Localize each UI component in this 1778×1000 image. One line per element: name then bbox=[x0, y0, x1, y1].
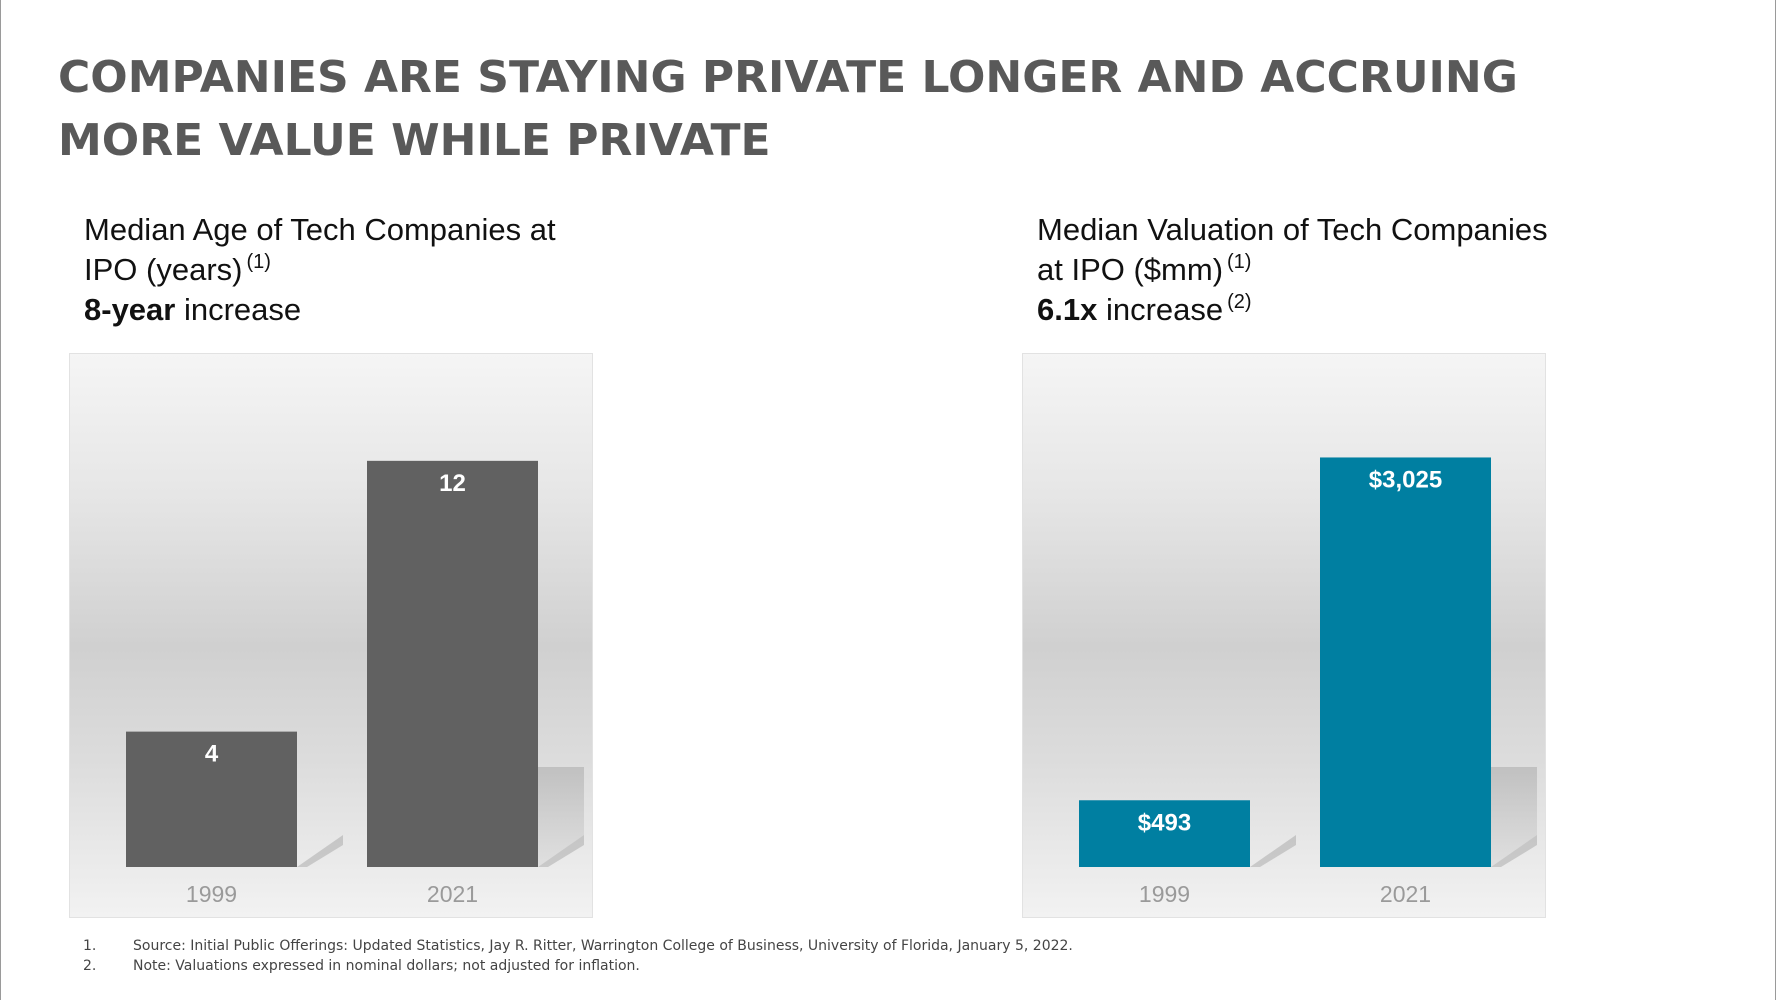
footnote-1-text: Source: Initial Public Offerings: Update… bbox=[133, 938, 1073, 954]
chart-panel-age: 4 1999 12 2021 bbox=[69, 353, 593, 918]
footnote-ref-1: (1) bbox=[1227, 251, 1252, 273]
bar-floor-shadow-2021 bbox=[538, 835, 584, 867]
footnote-2-number: 2. bbox=[83, 958, 97, 974]
chart-title-age-line-1: Median Age of Tech Companies at bbox=[84, 212, 556, 247]
bar-age-1999 bbox=[126, 731, 297, 867]
chart-title-age-line-2: IPO (years) (1) bbox=[84, 250, 644, 290]
chart-title-valuation-line-1: Median Valuation of Tech Companies bbox=[1037, 212, 1548, 247]
bar-floor-shadow-1999 bbox=[297, 835, 343, 867]
chart-highlight-age-suffix: increase bbox=[175, 292, 302, 327]
x-tick-label-valuation-1999: 1999 bbox=[1139, 881, 1190, 907]
footnote-2-text: Note: Valuations expressed in nominal do… bbox=[133, 958, 640, 974]
bar-valuation-2021 bbox=[1320, 457, 1491, 867]
chart-title-valuation: Median Valuation of Tech Companies at IP… bbox=[1037, 210, 1597, 330]
x-tick-label-age-1999: 1999 bbox=[186, 881, 237, 907]
bar-floor-shadow-1999 bbox=[1250, 835, 1296, 867]
chart-title-age-line-2-text: IPO (years) bbox=[84, 252, 243, 287]
chart-title-valuation-line-2: at IPO ($mm) (1) bbox=[1037, 250, 1597, 290]
footnote-ref-1: (1) bbox=[246, 251, 271, 273]
data-label-age-1999: 4 bbox=[205, 741, 219, 768]
chart-title-age: Median Age of Tech Companies at IPO (yea… bbox=[84, 210, 644, 330]
chart-highlight-age-value: 8-year bbox=[84, 292, 176, 327]
data-label-valuation-1999: $493 bbox=[1138, 809, 1191, 836]
x-tick-label-age-2021: 2021 bbox=[427, 881, 478, 907]
page-title-line-1: COMPANIES ARE STAYING PRIVATE LONGER AND… bbox=[58, 52, 1518, 103]
chart-highlight-valuation-value: 6.1x bbox=[1037, 292, 1098, 327]
bar-age-2021 bbox=[367, 460, 538, 867]
bar-shadow-2021 bbox=[538, 767, 584, 867]
footnote-ref-2: (2) bbox=[1227, 291, 1252, 313]
data-label-valuation-2021: $3,025 bbox=[1369, 466, 1442, 493]
bar-shadow-2021 bbox=[1491, 767, 1537, 867]
bar-valuation-1999 bbox=[1079, 800, 1250, 867]
page-title-line-2: MORE VALUE WHILE PRIVATE bbox=[58, 115, 771, 166]
chart-title-valuation-line-2-text: at IPO ($mm) bbox=[1037, 252, 1224, 287]
footnote-1-number: 1. bbox=[83, 938, 97, 954]
chart-highlight-valuation: 6.1x increase (2) bbox=[1037, 290, 1597, 330]
bar-chart-age: 4 1999 12 2021 bbox=[126, 460, 584, 907]
chart-highlight-age: 8-year increase bbox=[84, 290, 644, 330]
page-title: COMPANIES ARE STAYING PRIVATE LONGER AND… bbox=[58, 46, 1558, 172]
footnote-2: 2. Note: Valuations expressed in nominal … bbox=[83, 956, 1483, 976]
footnotes: 1. Source: Initial Public Offerings: Upda… bbox=[83, 936, 1483, 976]
data-label-age-2021: 12 bbox=[439, 470, 466, 497]
chart-panel-valuation: $493 1999 $3,025 2021 bbox=[1022, 353, 1546, 918]
bar-chart-valuation: $493 1999 $3,025 2021 bbox=[1079, 457, 1537, 907]
x-tick-label-valuation-2021: 2021 bbox=[1380, 881, 1431, 907]
footnote-1: 1. Source: Initial Public Offerings: Upda… bbox=[83, 936, 1483, 956]
chart-highlight-valuation-suffix: increase bbox=[1097, 292, 1224, 327]
bar-floor-shadow-2021 bbox=[1491, 835, 1537, 867]
